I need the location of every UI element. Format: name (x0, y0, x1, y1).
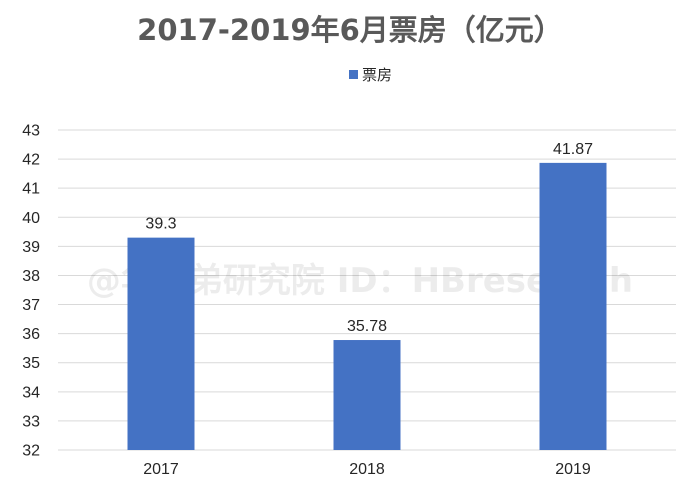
x-tick-label: 2017 (143, 461, 179, 478)
y-tick-label: 38 (22, 268, 40, 285)
y-axis: 32 33 34 35 36 37 38 39 40 41 42 43 (22, 123, 40, 460)
bar (127, 237, 195, 450)
legend-swatch (349, 70, 358, 79)
y-tick-label: 42 (22, 152, 40, 169)
x-axis: 2017 2018 2019 (143, 461, 591, 478)
legend-label: 票房 (362, 66, 392, 84)
data-label: 41.87 (553, 141, 593, 158)
y-tick-label: 39 (22, 239, 40, 256)
y-tick-label: 41 (22, 181, 40, 198)
chart-title: 2017-2019年6月票房（亿元） (137, 13, 563, 47)
y-tick-label: 33 (22, 413, 40, 430)
y-tick-label: 34 (22, 384, 40, 401)
data-label: 35.78 (347, 318, 387, 335)
y-tick-label: 40 (22, 210, 40, 227)
y-tick-label: 35 (22, 355, 40, 372)
y-tick-label: 32 (22, 443, 40, 460)
legend: 票房 (349, 66, 392, 84)
data-label: 39.3 (145, 216, 176, 233)
x-tick-label: 2019 (555, 461, 591, 478)
bar (539, 162, 607, 450)
bars: 39.3 35.78 41.87 (127, 141, 607, 450)
y-tick-label: 36 (22, 326, 40, 343)
bar (333, 340, 401, 450)
x-tick-label: 2018 (349, 461, 385, 478)
y-tick-label: 37 (22, 297, 40, 314)
y-tick-label: 43 (22, 123, 40, 140)
